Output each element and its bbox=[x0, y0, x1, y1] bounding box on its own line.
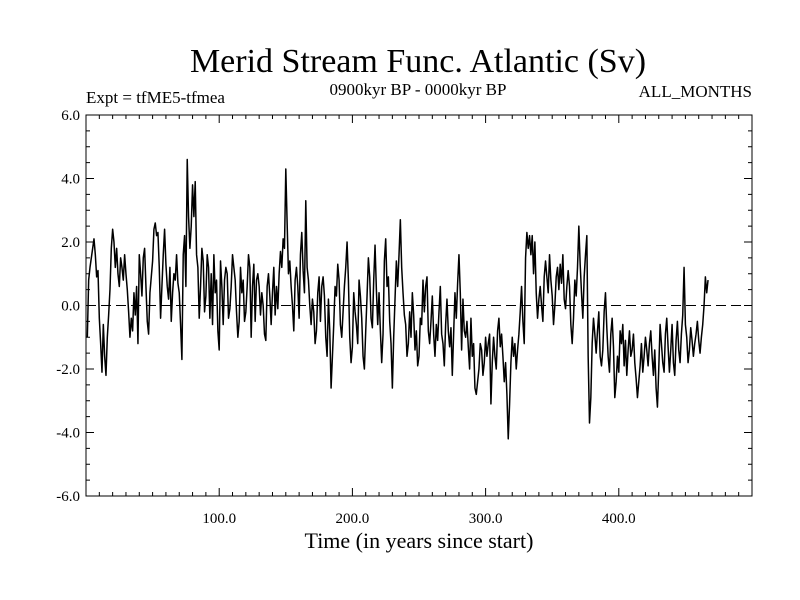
y-tick-label: -4.0 bbox=[56, 426, 80, 442]
y-tick-label: 2.0 bbox=[61, 235, 80, 251]
y-tick-label: 4.0 bbox=[61, 172, 80, 188]
x-axis-label: Time (in years since start) bbox=[305, 528, 534, 553]
y-tick-label: -2.0 bbox=[56, 362, 80, 378]
ticks-layer: -6.0 -4.0 -2.0 0.0 2.0 4.0 6.0 100.0 200.0 300.0 4… bbox=[56, 108, 752, 527]
y-tick-label: -6.0 bbox=[56, 489, 80, 505]
subtitle-right: ALL_MONTHS bbox=[639, 82, 752, 101]
subtitle-left: Expt = tfME5-tfmea bbox=[86, 88, 225, 107]
chart-title: Merid Stream Func. Atlantic (Sv) bbox=[190, 43, 646, 80]
subtitle-center: 0900kyr BP - 0000kyr BP bbox=[330, 80, 507, 99]
plot-frame bbox=[85, 114, 753, 497]
x-tick-label: 200.0 bbox=[336, 511, 370, 527]
series-line bbox=[86, 158, 709, 440]
y-tick-label: 6.0 bbox=[61, 108, 80, 124]
series-layer bbox=[86, 158, 709, 440]
y-tick-label: 0.0 bbox=[61, 299, 80, 315]
x-tick-label: 400.0 bbox=[602, 511, 636, 527]
x-tick-label: 300.0 bbox=[469, 511, 503, 527]
x-tick-label: 100.0 bbox=[202, 511, 236, 527]
